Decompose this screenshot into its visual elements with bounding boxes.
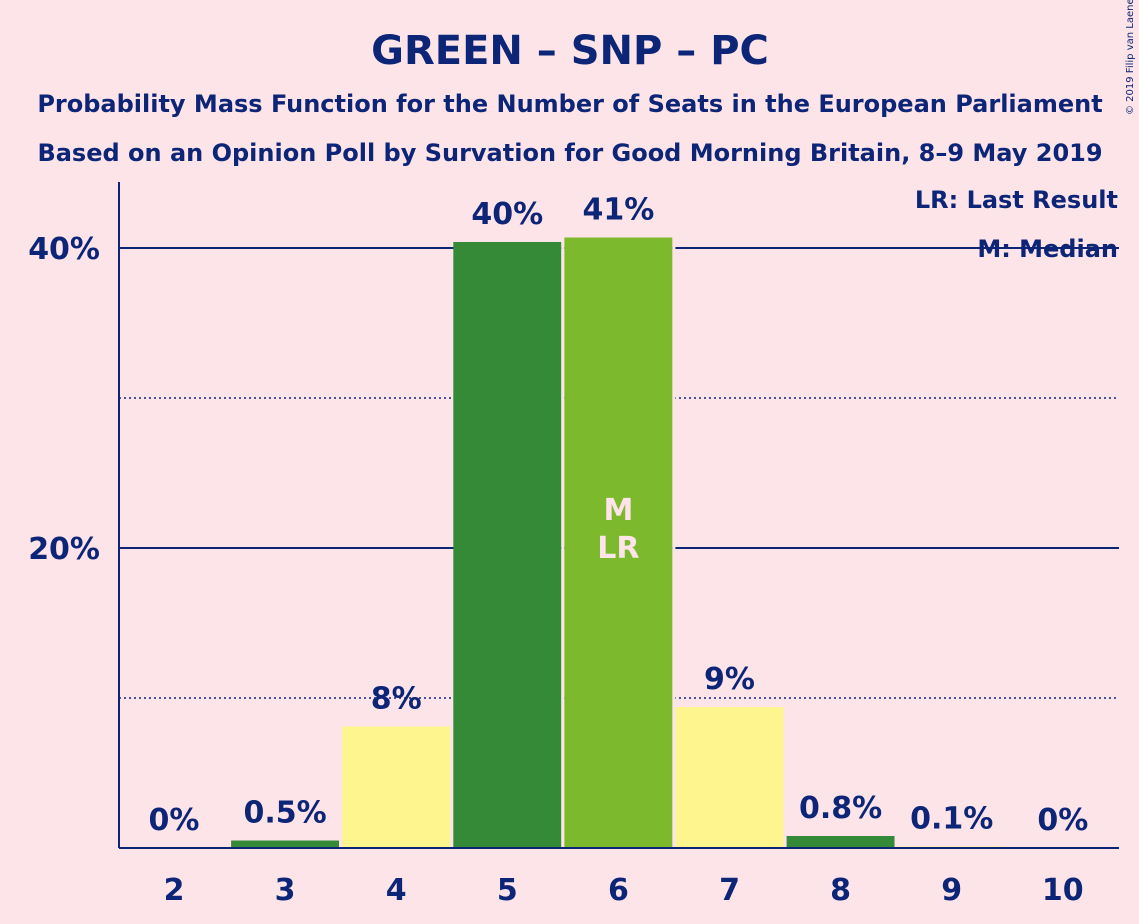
legend-median: M: Median (977, 235, 1118, 263)
median-marker: M (603, 493, 633, 528)
value-label-8: 0.8% (799, 791, 882, 826)
value-labels: 0% 0.5% 8% 40% 41% MLR 9% 0.8% 0.1% 0% (149, 193, 1089, 839)
value-label-4: 8% (371, 682, 422, 717)
bars (231, 237, 1009, 848)
x-tick-label-3: 3 (275, 873, 296, 908)
legend-last-result: LR: Last Result (915, 186, 1118, 214)
y-tick-label-1: 40% (28, 232, 100, 267)
x-axis-ticks: 2 3 4 5 6 7 8 9 10 (164, 873, 1084, 908)
bar-5 (453, 242, 562, 848)
value-label-6: 41% (582, 193, 654, 228)
x-tick-label-10: 10 (1042, 873, 1084, 908)
copyright-notice: © 2019 Filip van Laenen (1125, 0, 1136, 115)
bar-3 (231, 840, 340, 848)
x-tick-label-7: 7 (719, 873, 740, 908)
bar-6 (564, 237, 673, 848)
value-label-2: 0% (149, 803, 200, 838)
value-label-7: 9% (704, 662, 755, 697)
x-tick-label-6: 6 (608, 873, 629, 908)
chart-subtitle-2: Based on an Opinion Poll by Survation fo… (37, 139, 1102, 167)
y-axis-ticks: 20% 40% (28, 232, 100, 567)
y-tick-label-0: 20% (28, 532, 100, 567)
bar-8 (786, 836, 895, 848)
value-label-9: 0.1% (910, 802, 993, 837)
bar-7 (675, 707, 784, 848)
last-result-marker: LR (597, 531, 639, 566)
x-tick-label-4: 4 (386, 873, 407, 908)
chart-subtitle-1: Probability Mass Function for the Number… (37, 90, 1102, 118)
value-label-3: 0.5% (243, 796, 326, 831)
x-tick-label-8: 8 (830, 873, 851, 908)
x-tick-label-5: 5 (497, 873, 518, 908)
value-label-5: 40% (471, 197, 543, 232)
x-tick-label-2: 2 (164, 873, 185, 908)
x-tick-label-9: 9 (941, 873, 962, 908)
bar-4 (342, 726, 451, 848)
chart-title: GREEN – SNP – PC (371, 28, 769, 74)
value-label-10: 0% (1037, 803, 1088, 838)
